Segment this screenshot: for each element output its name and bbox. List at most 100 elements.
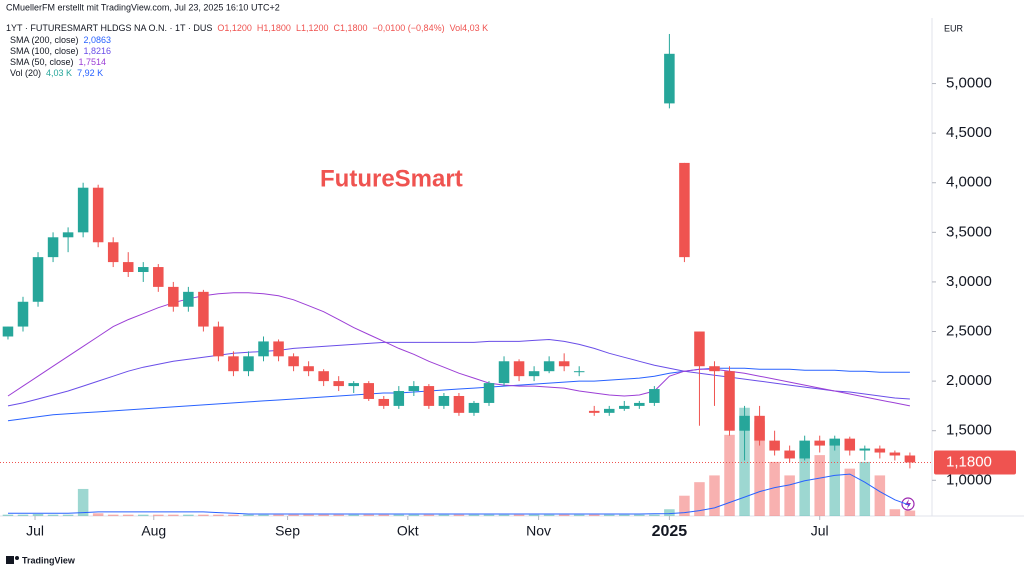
volume-bar: [258, 514, 269, 516]
candle-body: [258, 341, 269, 357]
volume-bar: [17, 514, 29, 516]
candle-body: [573, 371, 585, 373]
candle-body: [483, 383, 495, 403]
candle-body: [694, 331, 705, 367]
legend-entry: SMA (100, close) 1,8216: [10, 46, 111, 56]
currency: EUR: [944, 23, 964, 33]
candle-body: [213, 326, 224, 357]
candle-body: [288, 356, 299, 367]
volume-bar: [769, 461, 780, 516]
volume-bar: [679, 495, 690, 516]
candle-body: [874, 448, 886, 453]
volume-bar: [634, 514, 645, 516]
volume-bar: [122, 514, 134, 516]
volume-bar: [483, 514, 495, 516]
candle-body: [243, 356, 254, 372]
candle-body: [2, 326, 14, 337]
volume-bar: [153, 514, 164, 516]
candle-body: [603, 408, 615, 413]
candle-body: [408, 386, 420, 392]
x-tick-label: Sep: [275, 523, 300, 539]
candle-body: [784, 450, 795, 459]
volume-bar: [62, 514, 74, 516]
candle-body: [453, 395, 465, 413]
candle-body: [468, 402, 480, 413]
ohlc-label: Vol4,03 K: [450, 23, 489, 33]
sma-line: [7, 292, 910, 407]
volume-bar: [498, 514, 510, 516]
candle-body: [619, 405, 630, 409]
candle-body: [558, 361, 570, 367]
legend-name: SMA (200, close): [10, 35, 79, 45]
candle-body: [92, 187, 104, 243]
x-tick-label: Nov: [526, 523, 551, 539]
legend-value: 1,7514: [79, 57, 107, 67]
candle-body: [378, 398, 390, 406]
legend-value: 4,03 K: [46, 68, 72, 78]
sma-line: [7, 367, 910, 422]
volume-bar: [724, 434, 735, 516]
volume-bar: [2, 514, 14, 516]
volume-bar: [513, 514, 525, 516]
ohlc-label: C1,1800: [333, 23, 367, 33]
legend-entry: SMA (200, close) 2,0863: [10, 35, 111, 45]
candle-body: [498, 361, 510, 384]
candle-body: [77, 187, 89, 233]
x-tick-label: Aug: [141, 523, 166, 539]
candle-body: [799, 440, 810, 459]
volume-bar: [904, 510, 916, 516]
candle-body: [528, 371, 540, 377]
symbol-line: 1YT · FUTURESMART HLDGS NA O.N. · 1T · D…: [6, 23, 488, 33]
volume-bar: [859, 461, 871, 516]
candle-body: [724, 371, 735, 431]
candle-body: [709, 366, 720, 372]
candle-body: [543, 361, 555, 372]
volume-bar: [829, 441, 841, 516]
candle-body: [393, 391, 405, 406]
y-tick-label: 3,0000: [946, 273, 992, 290]
volume-bar: [889, 509, 901, 516]
candle-body: [634, 402, 645, 406]
legend-name: SMA (100, close): [10, 46, 79, 56]
legend-name: SMA (50, close): [10, 57, 74, 67]
candle-body: [198, 291, 209, 327]
lightning-icon[interactable]: [901, 497, 915, 511]
candle-body: [513, 361, 525, 377]
volume-bar: [694, 482, 705, 516]
x-tick-label: Okt: [397, 523, 419, 539]
candle-body: [664, 53, 675, 104]
volume-bar: [198, 514, 209, 516]
volume-bar: [243, 514, 254, 516]
y-tick-label: 5,0000: [946, 75, 992, 92]
last-price-box: [934, 450, 1016, 475]
volume-sma-line: [8, 473, 911, 515]
candle-body: [273, 341, 284, 357]
volume-bar: [318, 514, 329, 516]
candle-body: [889, 452, 901, 456]
volume-bar: [408, 514, 420, 516]
volume-bar: [528, 514, 540, 516]
candle-body: [423, 386, 435, 406]
candle-body: [47, 237, 59, 258]
volume-bar: [709, 475, 720, 516]
volume-bar: [874, 475, 886, 516]
y-tick-label: 2,5000: [946, 322, 992, 339]
candle-body: [107, 242, 119, 263]
volume-bar: [739, 407, 750, 516]
candle-body: [754, 415, 765, 441]
candle-body: [153, 267, 164, 287]
candle-body: [333, 381, 344, 387]
volume-bar: [558, 514, 570, 516]
volume-bar: [393, 514, 405, 516]
candle-body: [844, 438, 856, 451]
volume-bar: [228, 514, 239, 516]
volume-bar: [348, 514, 359, 516]
volume-bar: [784, 475, 795, 516]
candle-body: [588, 410, 600, 413]
volume-bar: [168, 514, 179, 516]
y-tick-label: 4,0000: [946, 174, 992, 191]
ohlc-label: H1,1800: [257, 23, 291, 33]
plot-area: [2, 33, 916, 516]
footer: TradingView: [22, 555, 76, 565]
